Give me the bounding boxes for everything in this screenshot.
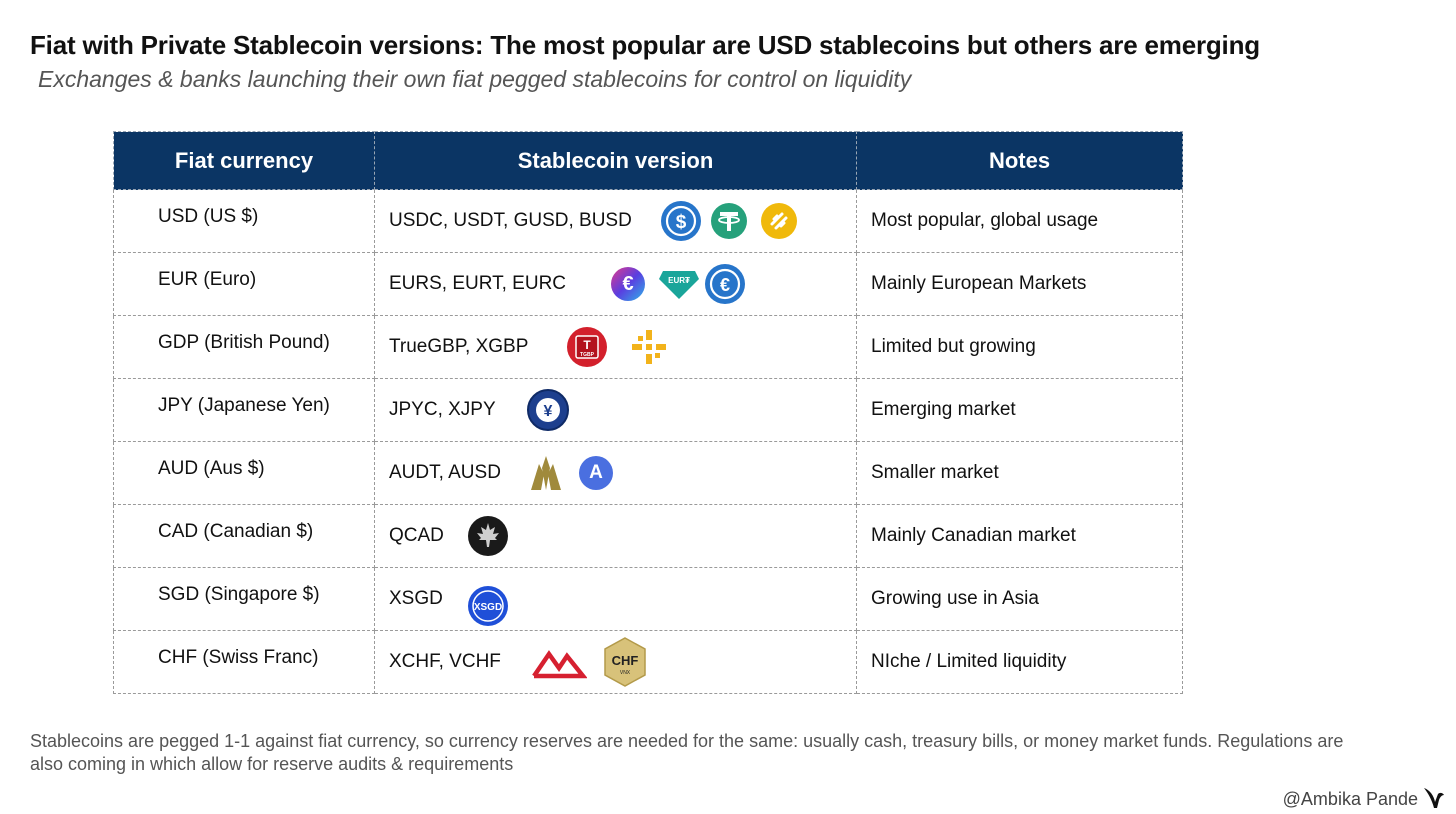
header-fiat-currency: Fiat currency bbox=[113, 131, 375, 190]
fiat-cell: GDP (British Pound) bbox=[113, 315, 375, 379]
coin-cell: TrueGBP, XGBP T TGBP bbox=[374, 315, 857, 379]
busd-icon bbox=[761, 203, 797, 239]
eurc-icon: € bbox=[705, 264, 745, 304]
xsgd-icon: XSGD bbox=[468, 586, 508, 627]
fiat-cell: CHF (Swiss Franc) bbox=[113, 630, 375, 694]
coin-label: JPYC, XJPY bbox=[389, 399, 496, 420]
fiat-cell: USD (US $) bbox=[113, 189, 375, 253]
eurt-icon: EUR₮ bbox=[659, 267, 699, 301]
fiat-label: AUD (Aus $) bbox=[158, 458, 265, 479]
table-row: AUD (Aus $) AUDT, AUSD A Smaller market bbox=[113, 441, 1183, 505]
svg-text:CHF: CHF bbox=[612, 653, 639, 668]
coin-cell: XSGD XSGD bbox=[374, 567, 857, 631]
fiat-label: CAD (Canadian $) bbox=[158, 521, 314, 542]
coin-label: XSGD bbox=[389, 588, 443, 609]
usdt-icon bbox=[711, 203, 747, 239]
author-credit: @Ambika Pande bbox=[1282, 789, 1418, 809]
coin-label: EURS, EURT, EURC bbox=[389, 273, 567, 294]
note-cell: Mainly European Markets bbox=[856, 252, 1183, 316]
table-header-row: Fiat currency Stablecoin version Notes bbox=[113, 131, 1183, 190]
note-cell: Limited but growing bbox=[856, 315, 1183, 379]
note-cell: Growing use in Asia bbox=[856, 567, 1183, 631]
fiat-label: GDP (British Pound) bbox=[158, 332, 330, 353]
page-subtitle: Exchanges & banks launching their own fi… bbox=[38, 66, 912, 92]
coin-cell: XCHF, VCHF CHF VNX bbox=[374, 630, 857, 694]
coin-label: AUDT, AUSD bbox=[389, 462, 501, 483]
note-cell: Emerging market bbox=[856, 378, 1183, 442]
table-row: CAD (Canadian $) QCAD Mainly Canadian ma… bbox=[113, 504, 1183, 568]
coin-label: TrueGBP, XGBP bbox=[389, 336, 529, 357]
svg-text:EUR₮: EUR₮ bbox=[668, 276, 690, 285]
ausd-icon: A bbox=[579, 456, 613, 490]
svg-text:XSGD: XSGD bbox=[474, 602, 502, 613]
coin-label: USDC, USDT, GUSD, BUSD bbox=[389, 210, 632, 231]
table-row: JPY (Japanese Yen) JPYC, XJPY ¥ Emerging… bbox=[113, 378, 1183, 442]
table-row: EUR (Euro) EURS, EURT, EURC € EUR₮ € M bbox=[113, 252, 1183, 316]
note-cell: Most popular, global usage bbox=[856, 189, 1183, 253]
stablecoin-table: Fiat currency Stablecoin version Notes U… bbox=[113, 131, 1183, 694]
note-cell: Smaller market bbox=[856, 441, 1183, 505]
xgbp-icon bbox=[629, 327, 669, 367]
table-row: GDP (British Pound) TrueGBP, XGBP T TGBP … bbox=[113, 315, 1183, 379]
fiat-cell: EUR (Euro) bbox=[113, 252, 375, 316]
header-notes: Notes bbox=[856, 131, 1183, 190]
svg-text:TGBP: TGBP bbox=[580, 352, 595, 358]
table-row: USD (US $) USDC, USDT, GUSD, BUSD $ bbox=[113, 189, 1183, 253]
coin-label: XCHF, VCHF bbox=[389, 651, 501, 672]
fiat-cell: AUD (Aus $) bbox=[113, 441, 375, 505]
table-row: SGD (Singapore $) XSGD XSGD Growing use … bbox=[113, 567, 1183, 631]
fiat-cell: JPY (Japanese Yen) bbox=[113, 378, 375, 442]
audt-icon bbox=[527, 454, 565, 492]
footer-note: Stablecoins are pegged 1-1 against fiat … bbox=[30, 731, 1344, 774]
vchf-icon: CHF VNX bbox=[601, 636, 649, 688]
bird-logo-icon bbox=[1424, 788, 1444, 808]
fiat-label: CHF (Swiss Franc) bbox=[158, 647, 319, 668]
coin-cell: AUDT, AUSD A bbox=[374, 441, 857, 505]
note-cell: Mainly Canadian market bbox=[856, 504, 1183, 568]
note-cell: NIche / Limited liquidity bbox=[856, 630, 1183, 694]
coin-cell: EURS, EURT, EURC € EUR₮ € bbox=[374, 252, 857, 316]
fiat-label: USD (US $) bbox=[158, 206, 259, 227]
svg-text:¥: ¥ bbox=[544, 403, 553, 420]
fiat-cell: SGD (Singapore $) bbox=[113, 567, 375, 631]
coin-cell: JPYC, XJPY ¥ bbox=[374, 378, 857, 442]
svg-text:T: T bbox=[583, 338, 591, 352]
fiat-cell: CAD (Canadian $) bbox=[113, 504, 375, 568]
fiat-label: EUR (Euro) bbox=[158, 269, 257, 290]
coin-cell: USDC, USDT, GUSD, BUSD $ bbox=[374, 189, 857, 253]
eurs-icon: € bbox=[611, 267, 645, 301]
jpyc-icon: ¥ bbox=[527, 389, 569, 431]
truegbp-icon: T TGBP bbox=[567, 327, 607, 367]
table-row: CHF (Swiss Franc) XCHF, VCHF CHF VNX NIch… bbox=[113, 630, 1183, 694]
usdc-icon: $ bbox=[661, 201, 701, 241]
fiat-label: JPY (Japanese Yen) bbox=[158, 395, 330, 416]
qcad-maple-leaf-icon bbox=[468, 516, 508, 556]
svg-text:VNX: VNX bbox=[620, 670, 631, 676]
svg-text:$: $ bbox=[676, 212, 687, 233]
coin-label: QCAD bbox=[389, 525, 444, 546]
fiat-label: SGD (Singapore $) bbox=[158, 584, 320, 605]
page-title: Fiat with Private Stablecoin versions: T… bbox=[30, 30, 1260, 60]
coin-cell: QCAD bbox=[374, 504, 857, 568]
xchf-icon bbox=[531, 644, 588, 680]
svg-text:€: € bbox=[720, 275, 730, 295]
header-stablecoin-version: Stablecoin version bbox=[374, 131, 857, 190]
